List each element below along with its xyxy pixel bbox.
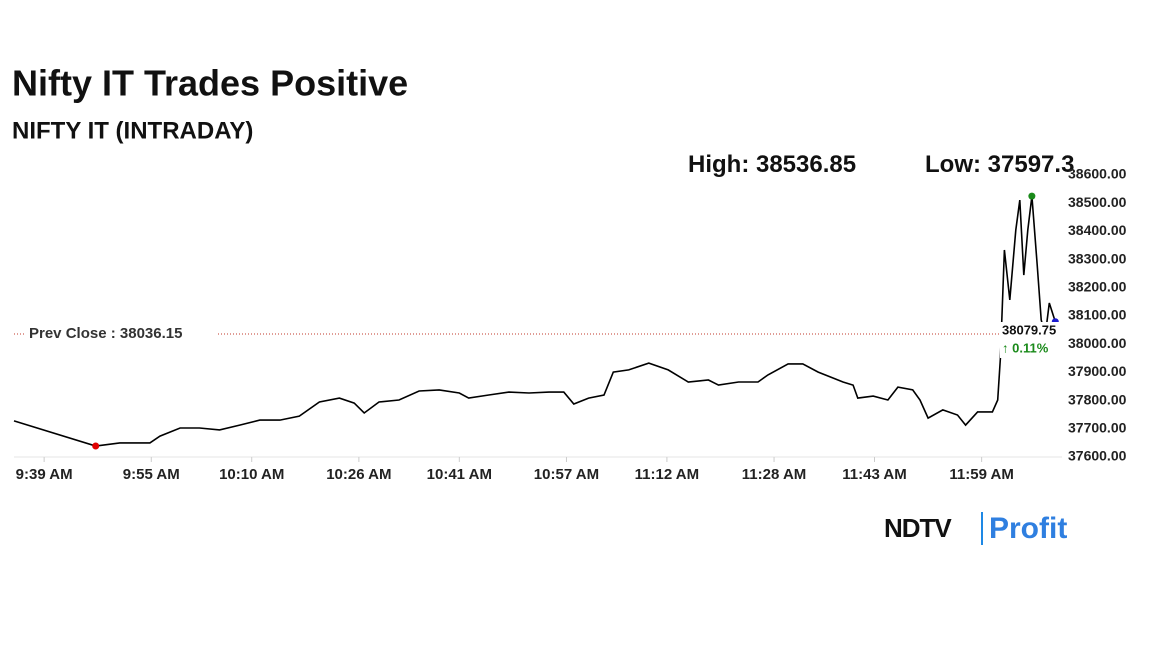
- prev-close-label: Prev Close :: [29, 325, 116, 342]
- chart-subtitle: NIFTY IT (INTRADAY): [12, 117, 253, 144]
- low-value: 37597.3: [988, 151, 1075, 178]
- y-tick-label: 38000.00: [1068, 335, 1127, 351]
- y-tick-label: 38400.00: [1068, 222, 1127, 238]
- high-marker: [1028, 192, 1036, 200]
- logo-profit: Profit: [989, 512, 1067, 545]
- high-value: 38536.85: [756, 151, 856, 178]
- y-tick-label: 38300.00: [1068, 250, 1127, 266]
- x-tick-label: 9:39 AM: [16, 466, 73, 483]
- y-tick-label: 38500.00: [1068, 194, 1127, 210]
- y-tick-label: 37800.00: [1068, 391, 1127, 407]
- x-tick-label: 10:10 AM: [219, 466, 284, 483]
- low-marker: [92, 442, 100, 450]
- x-tick-label: 11:12 AM: [635, 466, 699, 483]
- x-tick-label: 10:41 AM: [427, 466, 492, 483]
- y-tick-label: 37900.00: [1068, 363, 1127, 379]
- y-tick-label: 38200.00: [1068, 279, 1127, 295]
- x-tick-label: 11:59 AM: [949, 466, 1013, 483]
- prev-close-text: Prev Close : 38036.15: [29, 325, 182, 342]
- y-tick-label: 37600.00: [1068, 448, 1127, 464]
- high-text: High: 38536.85: [688, 151, 856, 178]
- x-tick-label: 9:55 AM: [123, 466, 180, 483]
- logo-ndtv: NDTV: [884, 513, 952, 543]
- y-tick-label: 37700.00: [1068, 420, 1127, 436]
- last-value-label: 38079.75: [1002, 322, 1056, 337]
- low-label: Low:: [925, 151, 981, 178]
- change-label: ↑ 0.11%: [1002, 340, 1049, 355]
- x-tick-label: 10:26 AM: [326, 466, 391, 483]
- high-label: High:: [688, 151, 749, 178]
- last-label-bg: [1000, 322, 1062, 358]
- prev-close-bg: [24, 324, 218, 345]
- x-tick-label: 11:43 AM: [842, 466, 906, 483]
- x-tick-label: 11:28 AM: [742, 466, 806, 483]
- y-tick-label: 38600.00: [1068, 166, 1127, 182]
- y-tick-label: 38100.00: [1068, 307, 1127, 323]
- low-text: Low: 37597.3: [925, 151, 1074, 178]
- price-line: [13, 196, 1057, 447]
- prev-close-value: 38036.15: [120, 325, 183, 342]
- chart-title: Nifty IT Trades Positive: [12, 63, 408, 104]
- x-tick-label: 10:57 AM: [534, 466, 599, 483]
